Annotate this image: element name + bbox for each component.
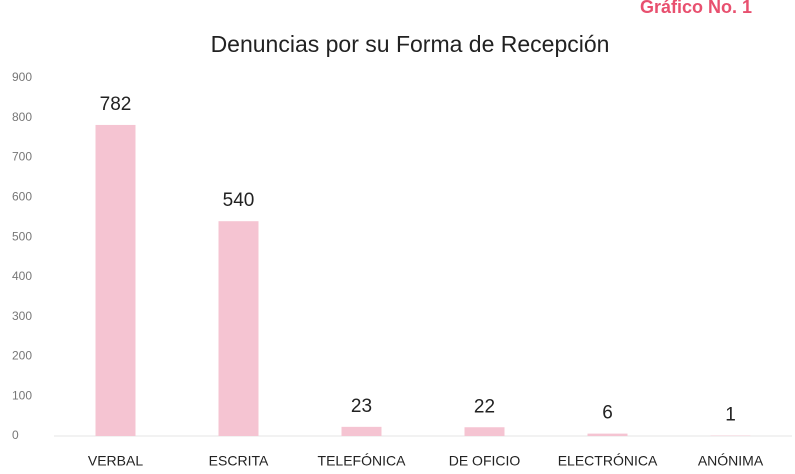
value-label: 540 bbox=[223, 190, 255, 211]
bar bbox=[587, 433, 628, 436]
bar bbox=[464, 427, 505, 436]
y-tick-label: 800 bbox=[12, 110, 32, 124]
bar bbox=[218, 221, 259, 436]
value-label: 22 bbox=[474, 396, 495, 417]
x-tick-label: TELEFÓNICA bbox=[318, 453, 407, 469]
chart-annotation: Gráfico No. 1 bbox=[640, 0, 752, 17]
value-label: 1 bbox=[725, 405, 736, 426]
x-tick-label: DE OFICIO bbox=[449, 453, 521, 469]
y-tick-label: 500 bbox=[12, 229, 32, 243]
y-tick-label: 700 bbox=[12, 150, 32, 164]
bar bbox=[341, 426, 382, 436]
x-tick-label: VERBAL bbox=[88, 453, 143, 469]
value-label: 23 bbox=[351, 396, 372, 417]
value-label: 6 bbox=[602, 403, 613, 424]
bar bbox=[95, 124, 136, 436]
x-tick-label: ESCRITA bbox=[209, 453, 269, 469]
y-tick-label: 900 bbox=[12, 70, 32, 84]
y-tick-label: 400 bbox=[12, 269, 32, 283]
chart-title: Denuncias por su Forma de Recepción bbox=[211, 31, 610, 57]
y-tick-label: 600 bbox=[12, 190, 32, 204]
y-tick-label: 0 bbox=[12, 428, 19, 442]
y-tick-label: 100 bbox=[12, 388, 32, 402]
x-tick-label: ELECTRÓNICA bbox=[558, 453, 658, 469]
value-label: 782 bbox=[100, 94, 132, 115]
x-tick-label: ANÓNIMA bbox=[698, 453, 764, 469]
y-tick-label: 300 bbox=[12, 309, 32, 323]
y-tick-label: 200 bbox=[12, 349, 32, 363]
